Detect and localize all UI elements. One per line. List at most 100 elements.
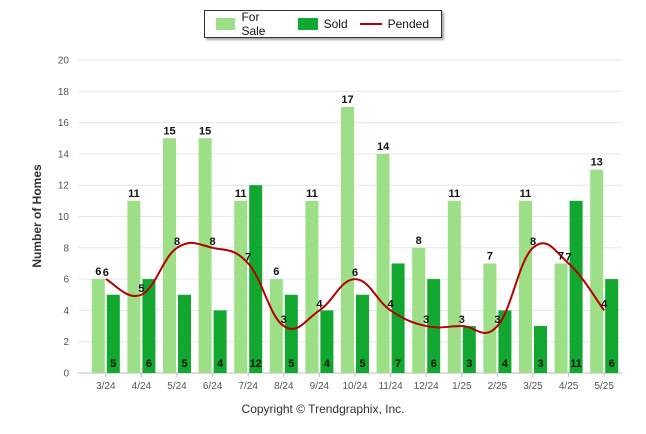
legend-label-for-sale: For Sale <box>241 10 266 38</box>
for-sale-value-label: 6 <box>273 266 279 278</box>
bar-for-sale <box>91 279 105 373</box>
bar-sold <box>569 200 583 373</box>
pended-line <box>105 241 605 334</box>
pended-value-label: 6 <box>352 267 358 279</box>
y-axis-label: Number of Homes <box>30 164 44 268</box>
pended-value-label: 3 <box>281 314 287 326</box>
pended-swatch <box>359 23 382 25</box>
pended-value-label: 3 <box>494 314 500 326</box>
pended-value-label: 8 <box>530 236 536 248</box>
sold-value-label: 5 <box>181 358 187 370</box>
for-sale-value-label: 11 <box>128 188 140 200</box>
for-sale-value-label: 11 <box>448 188 460 200</box>
pended-value-label: 3 <box>459 314 465 326</box>
for-sale-value-label: 6 <box>95 266 101 278</box>
for-sale-value-label: 11 <box>520 188 532 200</box>
bar-sold <box>534 326 547 373</box>
x-tick-label: 10/24 <box>342 381 367 392</box>
y-tick-label: 6 <box>63 275 69 286</box>
sold-value-label: 12 <box>250 358 262 370</box>
bar-for-sale <box>234 200 248 373</box>
pended-value-label: 7 <box>566 251 572 263</box>
legend: For Sale Sold Pended <box>204 10 442 38</box>
x-tick-label: 6/24 <box>203 381 223 392</box>
pended-value-label: 7 <box>245 251 251 263</box>
bar-for-sale <box>376 153 390 373</box>
x-tick-label: 11/24 <box>378 381 403 392</box>
bar-sold <box>213 310 227 373</box>
x-tick-label: 1/25 <box>452 381 472 392</box>
bar-sold <box>106 294 120 373</box>
bar-sold <box>605 279 619 373</box>
sold-value-label: 4 <box>324 358 331 370</box>
y-tick-label: 20 <box>58 56 70 67</box>
x-tick-label: 8/24 <box>274 381 294 392</box>
sold-value-label: 4 <box>217 358 224 370</box>
bar-for-sale <box>519 200 532 373</box>
x-tick-label: 4/24 <box>132 381 152 392</box>
bar-sold <box>178 294 191 373</box>
bar-sold <box>284 294 298 373</box>
bar-for-sale <box>554 263 568 373</box>
bar-for-sale <box>341 106 354 373</box>
sold-value-label: 11 <box>570 358 582 370</box>
bar-sold <box>142 279 156 373</box>
x-tick-label: 5/25 <box>594 381 614 392</box>
pended-value-label: 8 <box>210 236 216 248</box>
legend-item-pended[interactable]: Pended <box>359 17 429 31</box>
bar-sold <box>462 326 476 373</box>
y-tick-label: 10 <box>58 212 70 223</box>
y-tick-label: 18 <box>58 87 70 98</box>
x-tick-label: 3/25 <box>523 381 543 392</box>
for-sale-value-label: 7 <box>487 250 493 262</box>
for-sale-swatch <box>216 18 236 30</box>
bar-sold <box>498 310 512 373</box>
copyright-footer: Copyright © Trendgraphix, Inc. <box>241 402 405 416</box>
bar-for-sale <box>590 169 604 373</box>
bar-sold <box>427 279 441 373</box>
bar-sold <box>391 263 405 373</box>
x-tick-label: 3/24 <box>96 381 116 392</box>
for-sale-value-label: 11 <box>306 188 318 200</box>
y-tick-label: 14 <box>58 149 70 160</box>
pended-value-label: 3 <box>423 314 429 326</box>
bar-for-sale <box>447 200 461 373</box>
pended-value-label: 5 <box>138 283 144 295</box>
bar-for-sale <box>198 138 212 373</box>
for-sale-value-label: 15 <box>163 125 175 137</box>
for-sale-value-label: 8 <box>416 235 422 247</box>
sold-value-label: 6 <box>609 358 615 370</box>
x-tick-label: 12/24 <box>414 381 439 392</box>
sold-value-label: 6 <box>431 358 437 370</box>
pended-value-label: 6 <box>103 267 109 279</box>
bar-sold <box>320 310 334 373</box>
x-tick-label: 2/25 <box>488 381 508 392</box>
bar-for-sale <box>269 279 283 373</box>
bar-for-sale <box>483 263 497 373</box>
pended-value-label: 4 <box>316 298 323 310</box>
for-sale-value-label: 11 <box>235 188 247 200</box>
legend-label-sold: Sold <box>323 17 348 31</box>
sold-swatch <box>297 18 318 30</box>
for-sale-value-label: 7 <box>558 250 564 262</box>
sold-value-label: 5 <box>288 358 294 370</box>
bar-for-sale <box>305 200 319 373</box>
x-tick-label: 5/24 <box>167 381 187 392</box>
bar-for-sale <box>412 247 426 373</box>
pended-value-label: 4 <box>388 298 395 310</box>
legend-item-for-sale[interactable]: For Sale <box>216 10 286 38</box>
y-tick-label: 0 <box>63 369 69 380</box>
legend-item-sold[interactable]: Sold <box>297 17 348 31</box>
bar-for-sale <box>127 200 141 373</box>
x-tick-label: 4/25 <box>559 381 579 392</box>
pended-value-label: 8 <box>174 236 180 248</box>
y-tick-label: 4 <box>63 306 69 317</box>
sold-value-label: 7 <box>395 358 401 370</box>
x-tick-label: 7/24 <box>238 381 258 392</box>
for-sale-value-label: 17 <box>341 94 353 106</box>
legend-label-pended: Pended <box>387 17 429 31</box>
sold-value-label: 3 <box>466 358 472 370</box>
pended-value-label: 4 <box>601 298 608 310</box>
sold-value-label: 5 <box>359 358 365 370</box>
